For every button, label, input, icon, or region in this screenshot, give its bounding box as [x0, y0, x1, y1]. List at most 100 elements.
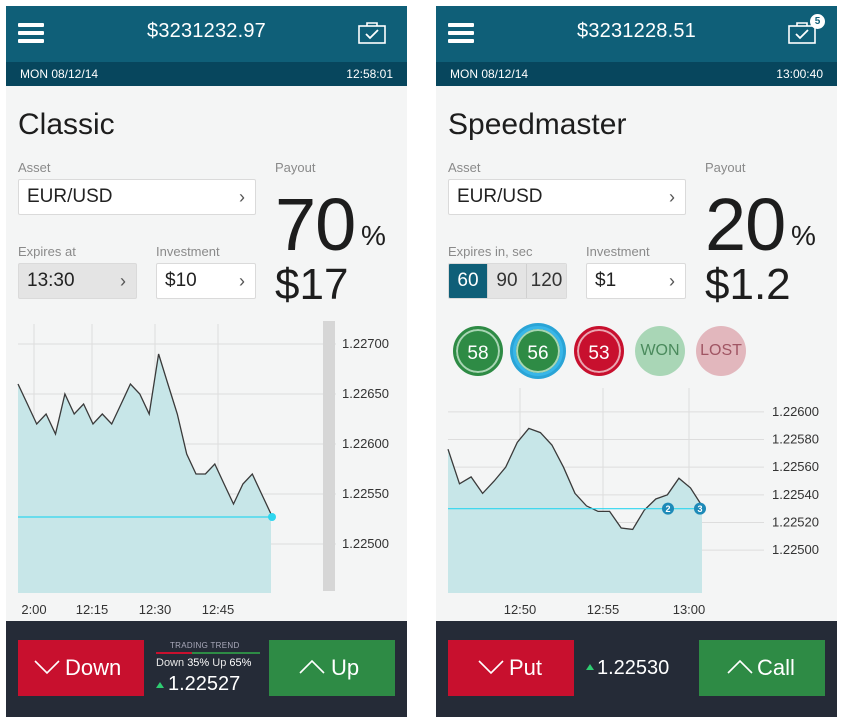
trend-text: Down 35% Up 65% [156, 657, 251, 669]
asset-select[interactable]: EUR/USD › [448, 179, 686, 215]
expires-value: 13:30 [27, 270, 75, 291]
percent-symbol: % [791, 220, 816, 251]
clock-label: 12:58:01 [346, 67, 393, 81]
expires-select[interactable]: 13:30 › [18, 263, 137, 299]
trend-up-pct: 65% [229, 657, 252, 669]
y-tick-label: 1.22580 [772, 432, 819, 447]
trend-down-label: Down [156, 657, 185, 669]
down-button[interactable]: Down [18, 640, 144, 696]
investment-value: $1 [595, 270, 617, 291]
price-up-arrow-icon [156, 682, 164, 688]
asset-select[interactable]: EUR/USD › [18, 179, 256, 215]
put-label: Put [509, 655, 543, 680]
current-price: 1.22530 [597, 657, 670, 679]
up-button[interactable]: Up [269, 640, 395, 696]
price-area [18, 354, 271, 593]
trade-footer: Put 1.22530 Call [436, 621, 837, 717]
asset-label: Asset [448, 160, 481, 175]
trend-down-bar [156, 652, 192, 654]
y-tick-label: 1.22500 [772, 542, 819, 557]
chevron-right-icon: › [120, 271, 126, 291]
payout-percent: 70 [275, 183, 356, 266]
price-chart[interactable]: 1.22600 1.22580 1.22560 1.22540 1.22520 1.225… [436, 381, 837, 621]
x-tick-label: 2:00 [21, 602, 46, 617]
chevron-right-icon: › [239, 187, 245, 207]
date-bar: MON 08/12/14 12:58:01 [6, 62, 407, 86]
trade-marker-label: 2 [665, 504, 670, 514]
date-label: MON 08/12/14 [450, 67, 529, 81]
up-label: Up [331, 655, 360, 680]
payout-amount: $1.2 [705, 260, 791, 309]
trade-result-won[interactable]: WON [635, 326, 685, 376]
hamburger-menu-icon[interactable] [18, 23, 44, 43]
y-tick-label: 1.22700 [342, 336, 389, 351]
y-tick-label: 1.22550 [342, 486, 389, 501]
expires-label: Expires at [18, 244, 76, 259]
page-title: Classic [18, 108, 115, 141]
current-price: 1.22527 [168, 673, 241, 695]
asset-value: EUR/USD [27, 186, 113, 207]
y-tick-label: 1.22560 [772, 459, 819, 474]
expiry-option-90[interactable]: 90 [488, 264, 527, 298]
payout-amount: $17 [275, 260, 349, 309]
current-price-dot [268, 513, 276, 521]
trend-title: TRADING TREND [170, 641, 240, 650]
expires-label: Expires in, sec [448, 244, 533, 259]
expiry-option-60[interactable]: 60 [449, 264, 488, 298]
price-line [17, 353, 272, 515]
price-line [447, 427, 703, 531]
asset-value: EUR/USD [457, 186, 543, 207]
y-tick-label: 1.22600 [772, 404, 819, 419]
header-bar: $3231232.97 [6, 6, 407, 62]
chevron-up-icon [299, 659, 325, 674]
trade-marker [694, 502, 706, 515]
investment-select[interactable]: $10 › [156, 263, 256, 299]
asset-label: Asset [18, 160, 51, 175]
chevron-right-icon: › [669, 271, 675, 291]
expiry-zone-bar [323, 321, 335, 591]
chevron-up-icon [727, 659, 753, 674]
x-tick-label: 12:55 [587, 602, 620, 617]
trade-timer-3[interactable]: 53 [574, 326, 624, 376]
payout-label: Payout [705, 160, 746, 175]
trade-timer-2[interactable]: 56 [513, 326, 563, 376]
y-tick-label: 1.22600 [342, 436, 389, 451]
y-tick-label: 1.22540 [772, 487, 819, 502]
y-tick-label: 1.22520 [772, 515, 819, 530]
clock-label: 13:00:40 [776, 67, 823, 81]
price-chart[interactable]: 1.22700 1.22650 1.22600 1.22550 1.22500 2:00 1… [6, 321, 407, 621]
briefcase-check-icon[interactable] [357, 21, 387, 45]
page-title: Speedmaster [448, 108, 627, 141]
briefcase-check-icon[interactable]: 5 [787, 14, 825, 45]
expiry-segmented-control: 60 90 120 [448, 263, 567, 299]
x-tick-label: 13:00 [673, 602, 706, 617]
hamburger-menu-icon[interactable] [448, 23, 474, 43]
payout-percent: 20 [705, 183, 786, 266]
expiry-option-120[interactable]: 120 [527, 264, 566, 298]
payout-label: Payout [275, 160, 316, 175]
classic-screen: $3231232.97 MON 08/12/14 12:58:01 Classi… [6, 6, 407, 717]
open-trades-badge: 5 [810, 14, 825, 29]
call-button[interactable]: Call [699, 640, 825, 696]
investment-label: Investment [586, 244, 650, 259]
date-label: MON 08/12/14 [20, 67, 99, 81]
speedmaster-screen: $3231228.51 5 MON 08/12/14 13:00:40 Spee… [436, 6, 837, 717]
put-button[interactable]: Put [448, 640, 574, 696]
trend-down-pct: 35% [187, 657, 210, 669]
down-label: Down [65, 655, 122, 680]
trend-up-label: Up [212, 657, 227, 669]
trade-result-lost[interactable]: LOST [696, 326, 746, 376]
investment-select[interactable]: $1 › [586, 263, 686, 299]
trade-timer-1[interactable]: 58 [453, 326, 503, 376]
trade-marker [662, 502, 674, 515]
investment-label: Investment [156, 244, 220, 259]
chevron-right-icon: › [669, 187, 675, 207]
trade-footer: Down TRADING TREND Down 35% Up 65% 1.225… [6, 621, 407, 717]
x-tick-label: 12:45 [202, 602, 235, 617]
chevron-down-icon [478, 660, 504, 675]
price-area [448, 428, 702, 593]
y-tick-label: 1.22500 [342, 536, 389, 551]
call-label: Call [757, 655, 795, 680]
x-tick-label: 12:15 [76, 602, 109, 617]
x-tick-label: 12:50 [504, 602, 537, 617]
